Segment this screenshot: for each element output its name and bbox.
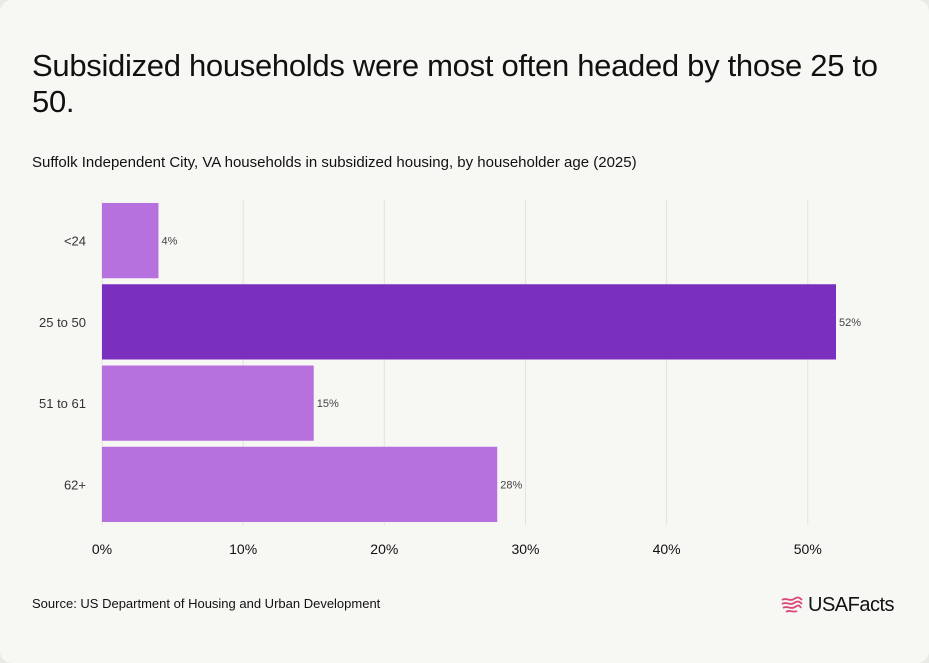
bar-chart: 0% 10% 20% 30% 40% 50% <24 4% 25 to 50 52% 51 to 6… (39, 200, 861, 557)
category-label: 25 to 50 (39, 315, 86, 330)
bar (102, 203, 159, 279)
x-tick-label: 0% (92, 541, 112, 557)
chart-subtitle: Suffolk Independent City, VA households … (32, 154, 637, 171)
x-tick-label: 40% (653, 541, 681, 557)
chart-title: Subsidized households were most often he… (32, 48, 878, 119)
brand-logo: USAFacts (780, 592, 895, 618)
data-label: 15% (317, 398, 339, 410)
brand-name: USAFacts (808, 593, 895, 616)
bar (102, 365, 314, 441)
source-note: Source: US Department of Housing and Urb… (32, 596, 381, 611)
data-label: 52% (839, 317, 861, 329)
bar (102, 446, 498, 522)
usafacts-flag-icon (781, 596, 803, 613)
category-label: <24 (64, 234, 86, 249)
bar (102, 284, 836, 360)
x-tick-label: 20% (370, 541, 398, 557)
x-tick-label: 10% (229, 541, 257, 557)
category-label: 51 to 61 (39, 396, 86, 411)
x-tick-label: 30% (511, 541, 539, 557)
data-label: 4% (161, 236, 177, 248)
category-label: 62+ (64, 477, 86, 492)
x-tick-label: 50% (794, 541, 822, 557)
data-label: 28% (500, 479, 522, 491)
